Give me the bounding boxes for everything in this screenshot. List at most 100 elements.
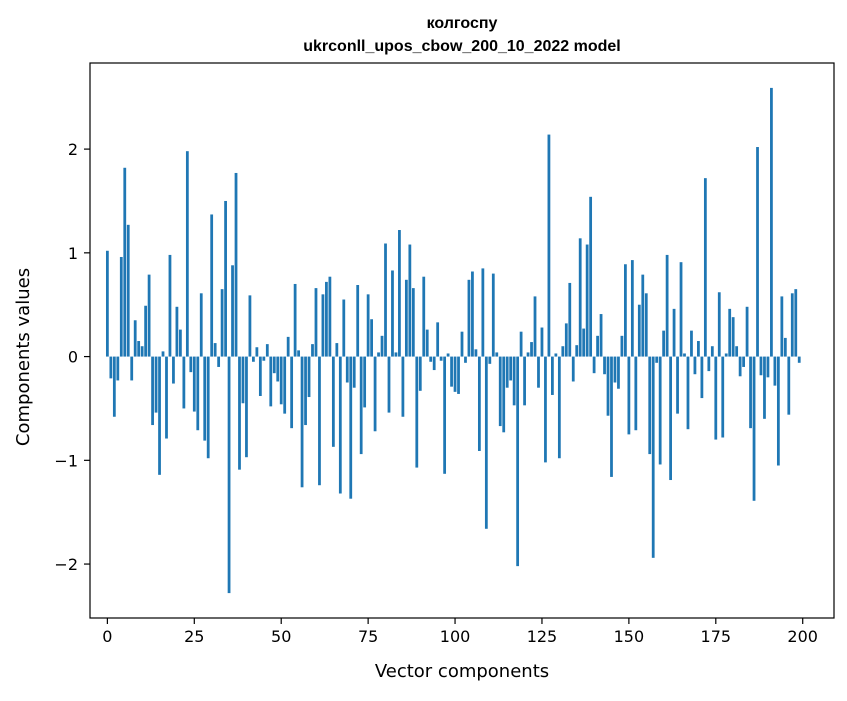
bar [596, 335, 599, 357]
bar [217, 356, 221, 367]
bar [144, 305, 148, 357]
bar [314, 288, 318, 357]
bar [172, 356, 175, 384]
bar [422, 276, 426, 357]
x-axis-ticks: 0 25 50 75 100 125 150 175 200 [102, 618, 818, 646]
bar [610, 356, 613, 477]
bar [742, 356, 745, 367]
bar [537, 356, 540, 388]
bar [342, 299, 346, 357]
bar [783, 337, 787, 357]
bar [728, 308, 732, 357]
bar [533, 296, 537, 357]
bar [105, 250, 109, 357]
bar [453, 356, 457, 392]
bar [544, 356, 547, 463]
bar [345, 356, 349, 383]
bar [279, 356, 283, 405]
bar [554, 353, 558, 357]
bar [790, 293, 794, 357]
bar [519, 331, 523, 357]
y-tick-label: 0 [68, 348, 78, 367]
bar [408, 244, 412, 357]
bar [624, 264, 627, 357]
bar [676, 356, 679, 414]
bar [133, 320, 137, 357]
bar [672, 308, 676, 357]
bar [140, 346, 144, 357]
bar [394, 352, 398, 357]
x-tick-label: 175 [701, 627, 732, 646]
bar [227, 356, 231, 594]
y-tick-label: 1 [68, 244, 78, 263]
bar [384, 243, 387, 357]
bar [373, 356, 377, 432]
bar [648, 356, 652, 455]
bar [377, 352, 380, 357]
bar [290, 356, 294, 429]
bar [185, 151, 189, 357]
bar [297, 350, 300, 357]
bar [265, 344, 269, 357]
x-tick-label: 125 [527, 627, 558, 646]
bar [234, 172, 238, 357]
bar [109, 356, 113, 379]
bar [325, 281, 328, 357]
bar [787, 356, 791, 415]
bar [578, 238, 582, 357]
bar [429, 356, 433, 362]
bar [474, 349, 478, 357]
bar [717, 292, 721, 357]
bar [255, 347, 259, 357]
bar [224, 200, 227, 357]
bar [547, 134, 551, 357]
bar [665, 254, 669, 357]
bar [589, 196, 593, 357]
bar [498, 356, 502, 427]
bar [300, 356, 304, 488]
bar [248, 295, 252, 357]
bar [509, 356, 513, 381]
bar [613, 356, 617, 383]
bar [679, 262, 683, 357]
bar [335, 343, 339, 357]
bar [724, 353, 728, 357]
bar [112, 356, 116, 417]
bar [603, 356, 606, 375]
bar [387, 356, 391, 413]
bar [467, 279, 471, 357]
bar [620, 335, 624, 357]
bar [693, 356, 697, 375]
bar [168, 254, 172, 357]
bar [338, 356, 342, 494]
x-tick-label: 0 [102, 627, 112, 646]
bar [206, 356, 210, 459]
bar [380, 335, 384, 357]
bar [238, 356, 241, 470]
bar [272, 356, 276, 374]
bar [658, 356, 662, 465]
bar [491, 273, 495, 357]
bar [123, 167, 127, 357]
y-tick-label: 2 [68, 140, 78, 159]
bar [304, 356, 307, 426]
bar [756, 147, 759, 357]
bar [151, 356, 154, 426]
bar [571, 356, 575, 382]
bar [158, 356, 161, 475]
bar [523, 356, 526, 406]
bar [245, 356, 248, 458]
bar [130, 356, 134, 381]
bar [460, 331, 464, 357]
bar [258, 356, 262, 396]
bar [231, 265, 234, 357]
bar [707, 356, 711, 372]
y-axis-label: Components values [13, 268, 34, 446]
bar [311, 344, 314, 357]
bar [363, 356, 367, 408]
bar [241, 356, 245, 404]
bar [359, 356, 363, 455]
bar [161, 351, 165, 357]
bar [418, 356, 422, 391]
bar [738, 356, 742, 377]
